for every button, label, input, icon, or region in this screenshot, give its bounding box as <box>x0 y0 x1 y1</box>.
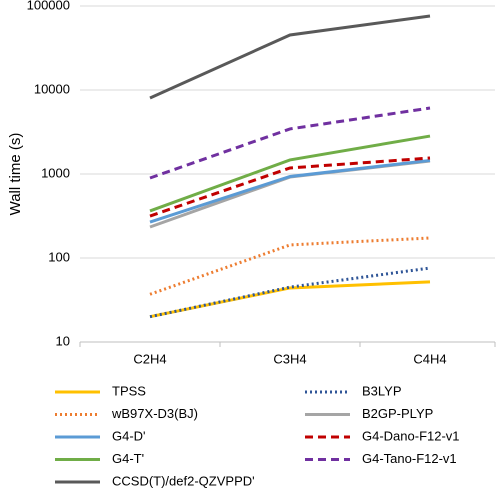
legend-label: CCSD(T)/def2-QZVPPD' <box>112 473 255 488</box>
legend-label: G4-Dano-F12-v1 <box>362 428 460 443</box>
series-line <box>149 280 431 319</box>
series-line <box>149 158 431 224</box>
series-line <box>149 159 431 229</box>
x-tick-label: C2H4 <box>133 351 166 366</box>
legend-label: wB97X-D3(BJ) <box>111 406 198 421</box>
y-tick-label: 100000 <box>27 0 70 12</box>
y-axis-label: Wall time (s) <box>7 133 24 216</box>
series-line <box>149 14 431 100</box>
legend-label: G4-Tano-F12-v1 <box>362 451 457 466</box>
y-tick-label: 100 <box>48 249 70 264</box>
legend-label: G4-D' <box>112 428 146 443</box>
series-line <box>149 156 431 218</box>
legend-label: TPSS <box>112 383 146 398</box>
y-tick-label: 1000 <box>41 165 70 180</box>
legend-label: B3LYP <box>362 383 402 398</box>
y-tick-label: 10000 <box>34 81 70 96</box>
legend-label: B2GP-PLYP <box>362 406 433 421</box>
x-tick-label: C3H4 <box>273 351 306 366</box>
y-tick-label: 10 <box>56 333 70 348</box>
series-line <box>149 106 431 180</box>
x-tick-label: C4H4 <box>413 351 446 366</box>
series-line <box>149 236 431 296</box>
legend-label: G4-T' <box>112 451 144 466</box>
series-line <box>149 134 431 213</box>
